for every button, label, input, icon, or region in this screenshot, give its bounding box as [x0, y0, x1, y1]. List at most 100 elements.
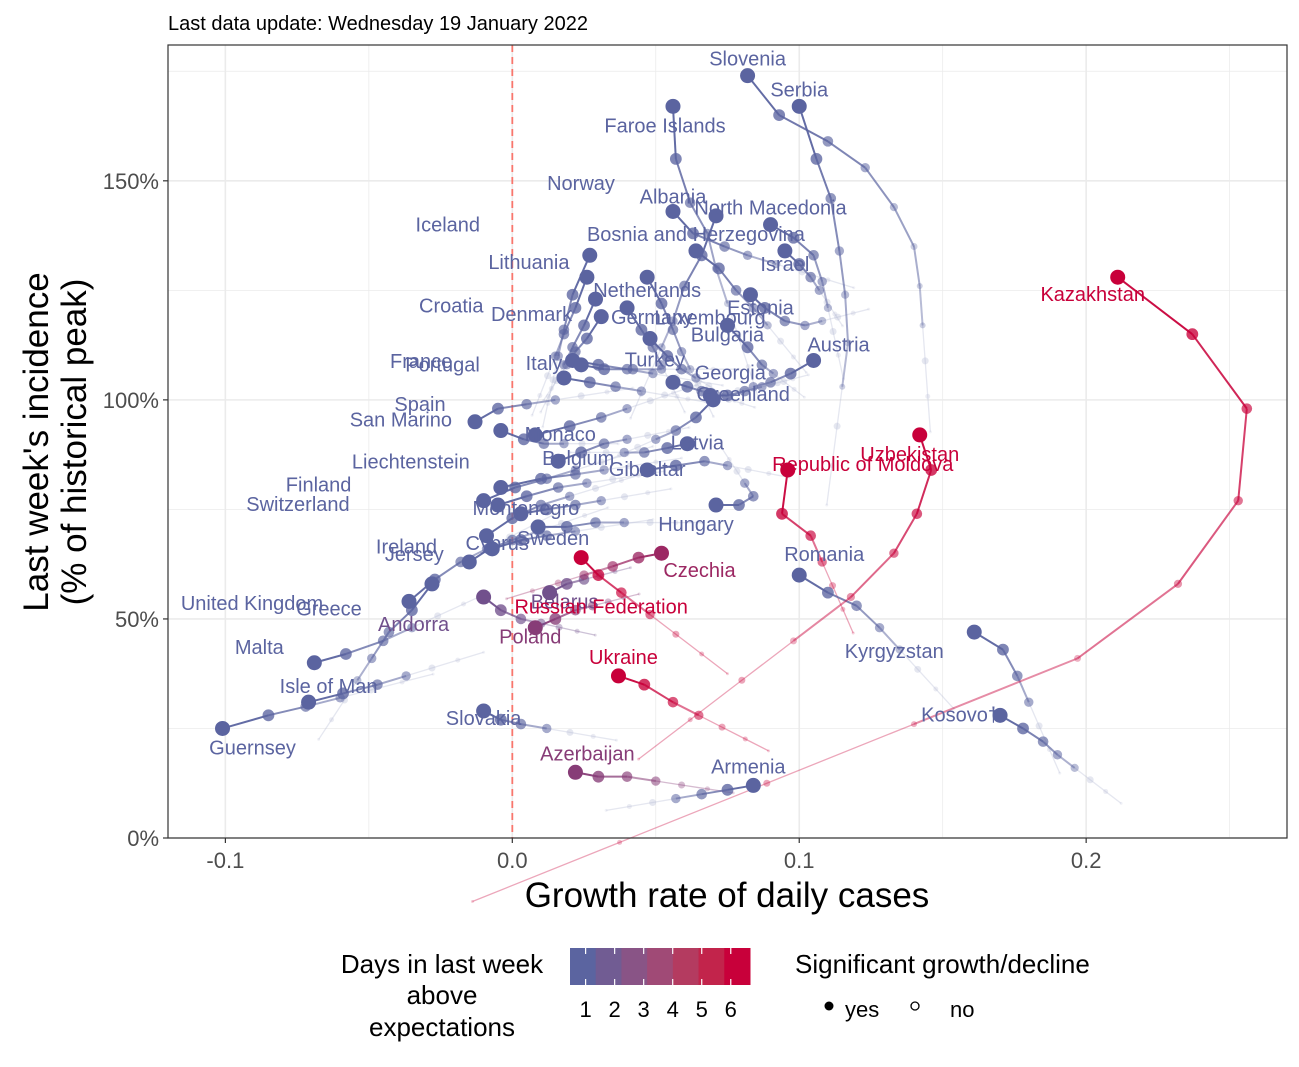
background-trail [698, 714, 769, 752]
data-point [549, 613, 562, 625]
trail-segment [268, 705, 306, 717]
country-label: Poland [499, 627, 561, 649]
data-point [632, 551, 645, 564]
data-point [669, 459, 682, 472]
country-label: Slovakia [446, 708, 522, 730]
data-point [733, 499, 745, 511]
legend-color-title-line2: above [407, 980, 478, 1010]
trail-segment [778, 114, 829, 143]
background-trail-point [933, 686, 939, 692]
data-point [690, 411, 702, 424]
data-point [570, 526, 581, 537]
background-trail-point [672, 630, 680, 638]
data-point [467, 414, 483, 430]
data-point [789, 637, 797, 645]
background-trail [486, 512, 557, 550]
trail-segment [913, 246, 921, 287]
legend-colorbar-label: 1 [579, 997, 591, 1022]
data-point [686, 365, 695, 374]
country-label: Guernsey [209, 737, 296, 759]
background-trail [405, 651, 484, 677]
background-trail-point [604, 808, 608, 812]
background-trail-point [852, 286, 856, 290]
data-point [808, 249, 819, 261]
legend-colorbar-segment [621, 948, 648, 985]
background-trail-point [582, 513, 588, 519]
country-label: Gibraltar [609, 459, 686, 481]
data-point [542, 585, 558, 601]
data-point [791, 98, 807, 114]
background-trail-point [1119, 801, 1123, 805]
data-point [702, 228, 713, 239]
data-point [622, 403, 632, 414]
background-trail-point [832, 311, 838, 317]
data-point [560, 577, 573, 590]
data-point [758, 301, 771, 314]
data-point [784, 367, 797, 380]
data-point [582, 478, 592, 488]
country-label: Italy [526, 353, 563, 375]
data-point [851, 600, 862, 612]
background-trail-point [780, 377, 788, 385]
background-trail [638, 640, 794, 760]
background-trail-point [673, 520, 679, 526]
data-point [372, 679, 383, 690]
background-trail-point [829, 463, 835, 469]
data-point [493, 480, 509, 496]
background-trail-point [555, 623, 563, 631]
background-trail-point [614, 738, 618, 742]
country-label: Cyprus [466, 533, 529, 555]
data-point [569, 301, 582, 314]
data-point [806, 352, 822, 368]
y-axis-title-line2: (% of historical peak) [55, 279, 94, 606]
background-trail [592, 593, 640, 607]
data-point [688, 243, 704, 259]
background-trail-point [791, 386, 797, 392]
data-point [773, 109, 786, 121]
trail-segment [829, 198, 841, 252]
data-point [405, 604, 418, 617]
background-trail-point [841, 324, 845, 328]
country-label: Estonia [727, 298, 795, 320]
data-point [367, 653, 377, 664]
background-trail-point [653, 459, 659, 465]
trail-segment [878, 627, 901, 651]
legend-shape-no-label: no [950, 997, 974, 1022]
data-point [575, 446, 588, 459]
data-point [874, 623, 885, 633]
data-point [506, 512, 519, 525]
data-point [542, 723, 552, 734]
data-point [745, 777, 761, 793]
background-trail-point [645, 490, 651, 496]
background-trail-point [541, 425, 545, 429]
data-point [687, 227, 699, 240]
x-axis-tick-label: 0.1 [784, 848, 815, 873]
data-point [810, 153, 823, 165]
background-trail [583, 567, 631, 581]
data-point [552, 482, 564, 493]
background-trail-point [482, 650, 486, 654]
background-trail-point [742, 736, 748, 742]
country-label: Liechtenstein [352, 452, 470, 474]
background-trail [531, 355, 556, 416]
country-label: Czechia [663, 560, 736, 582]
data-point [215, 720, 231, 736]
data-point [595, 412, 607, 423]
background-trail-point [537, 392, 543, 398]
background-trail-point [649, 799, 657, 807]
country-label: Ukraine [589, 647, 658, 669]
data-point [763, 321, 772, 330]
x-axis-tick-label: 0.2 [1071, 848, 1102, 873]
trail-segment [850, 552, 895, 598]
background-trail-point [618, 477, 624, 483]
country-label: Greece [296, 598, 362, 620]
background-trail-point [620, 493, 628, 501]
background-trail-point [685, 396, 691, 402]
background-trail-point [678, 781, 686, 789]
trail-segment [893, 206, 915, 247]
background-trail-point [756, 396, 760, 400]
trail-segment [672, 285, 686, 322]
data-point [401, 671, 411, 681]
background-trail-point [646, 397, 654, 405]
data-point [622, 434, 632, 445]
